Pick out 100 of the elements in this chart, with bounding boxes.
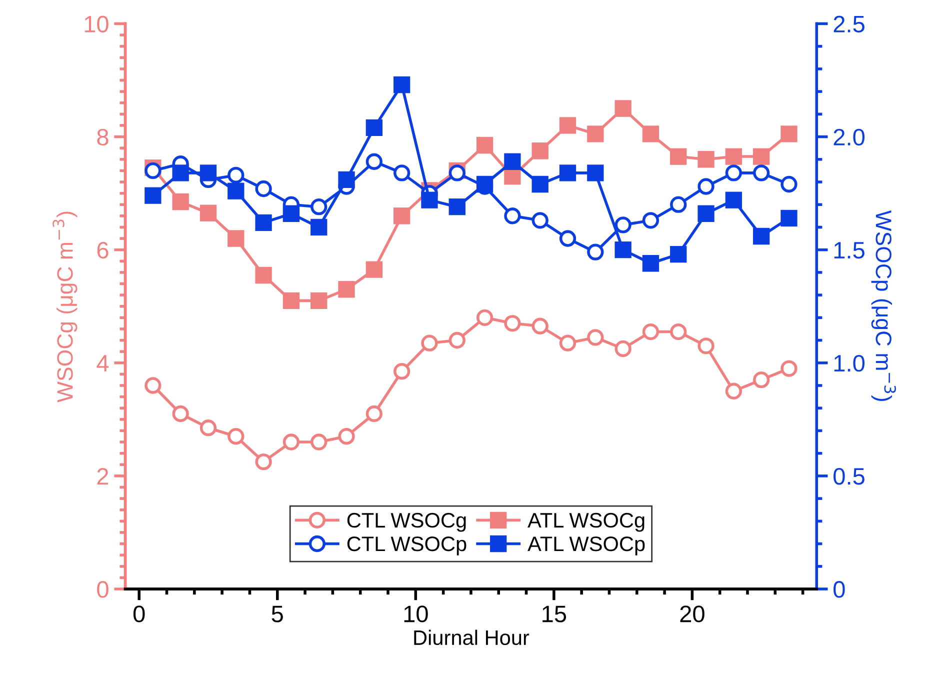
point [725, 148, 742, 165]
point [670, 323, 687, 340]
point [255, 266, 272, 284]
point [752, 164, 770, 182]
point [172, 405, 189, 422]
point [448, 198, 466, 216]
point [752, 148, 770, 165]
point [366, 119, 383, 136]
point [200, 204, 217, 222]
x-tick-label: 0 [133, 606, 145, 622]
y2-axis-title: WSOCp (μgC m$^{−3}$) [871, 210, 896, 401]
point [310, 434, 328, 450]
point [614, 340, 632, 358]
legend-label: CTL WSOCg [347, 512, 466, 532]
point [780, 360, 798, 377]
y-tick-label: 4 [96, 355, 109, 372]
point [698, 338, 714, 354]
y-tick-label: 6 [97, 242, 108, 259]
point [476, 309, 494, 326]
point [255, 453, 272, 470]
point [698, 205, 714, 222]
point [310, 198, 328, 216]
y-tick-label: 2 [97, 468, 108, 484]
point [282, 292, 300, 310]
point [614, 216, 632, 234]
point [200, 164, 217, 182]
y2-tick-label: 0.5 [834, 468, 864, 485]
point [725, 164, 742, 182]
x-tick-label: 10 [404, 606, 428, 622]
point [476, 176, 494, 193]
point [780, 176, 798, 193]
point [532, 142, 548, 160]
point [172, 193, 189, 210]
y2-tick-label: 1.0 [834, 354, 865, 372]
point [752, 371, 770, 388]
point [587, 126, 604, 142]
point [255, 180, 272, 198]
point [338, 281, 355, 298]
point [670, 246, 687, 263]
point [559, 334, 576, 352]
point [172, 164, 189, 182]
y2-tick-label: 2.0 [834, 128, 865, 146]
point [228, 182, 244, 200]
point [780, 126, 798, 142]
point [725, 192, 742, 208]
point [614, 241, 632, 258]
y2-tick-label: 0 [834, 581, 845, 598]
x-axis-title: Diurnal Hour [414, 630, 530, 646]
point [393, 76, 410, 94]
point [228, 166, 244, 184]
point [642, 255, 660, 272]
point [780, 210, 798, 226]
y-tick-label: 10 [84, 16, 108, 32]
point [752, 228, 770, 245]
point [448, 332, 466, 349]
point [670, 148, 687, 165]
point [642, 323, 660, 340]
x-tick-label: 5 [272, 606, 283, 622]
y2-tick-label: 1.5 [834, 242, 864, 259]
point [504, 208, 521, 224]
point [144, 162, 162, 180]
point [559, 117, 576, 134]
point [642, 126, 660, 142]
point [366, 405, 383, 422]
point [504, 314, 521, 332]
point [698, 178, 714, 195]
point [642, 212, 660, 229]
x-tick-label: 15 [542, 606, 566, 622]
y-tick-label: 0 [97, 581, 108, 598]
point [282, 205, 300, 222]
point [228, 230, 244, 247]
point [338, 428, 355, 445]
y2-tick-label: 2.5 [834, 16, 864, 32]
point [476, 136, 494, 154]
point [559, 164, 576, 182]
point [587, 164, 604, 182]
point [393, 164, 410, 182]
point [393, 363, 410, 380]
point [670, 196, 687, 213]
point [393, 208, 410, 224]
point [532, 176, 548, 193]
point [421, 334, 438, 352]
point [310, 218, 328, 236]
point [144, 377, 162, 394]
x-tick-label: 20 [680, 606, 704, 622]
point [725, 382, 742, 400]
point [559, 230, 576, 247]
point [255, 214, 272, 232]
point [338, 171, 355, 188]
point [228, 428, 244, 445]
point [532, 212, 548, 229]
point [144, 187, 162, 204]
legend-label: CTL WSOCp [347, 536, 466, 556]
legend-label: ATL WSOCg [528, 512, 644, 532]
point [200, 420, 217, 436]
y-tick-label: 8 [97, 128, 108, 146]
point [587, 244, 604, 260]
point [504, 153, 521, 170]
point [310, 292, 328, 310]
point [366, 153, 383, 170]
